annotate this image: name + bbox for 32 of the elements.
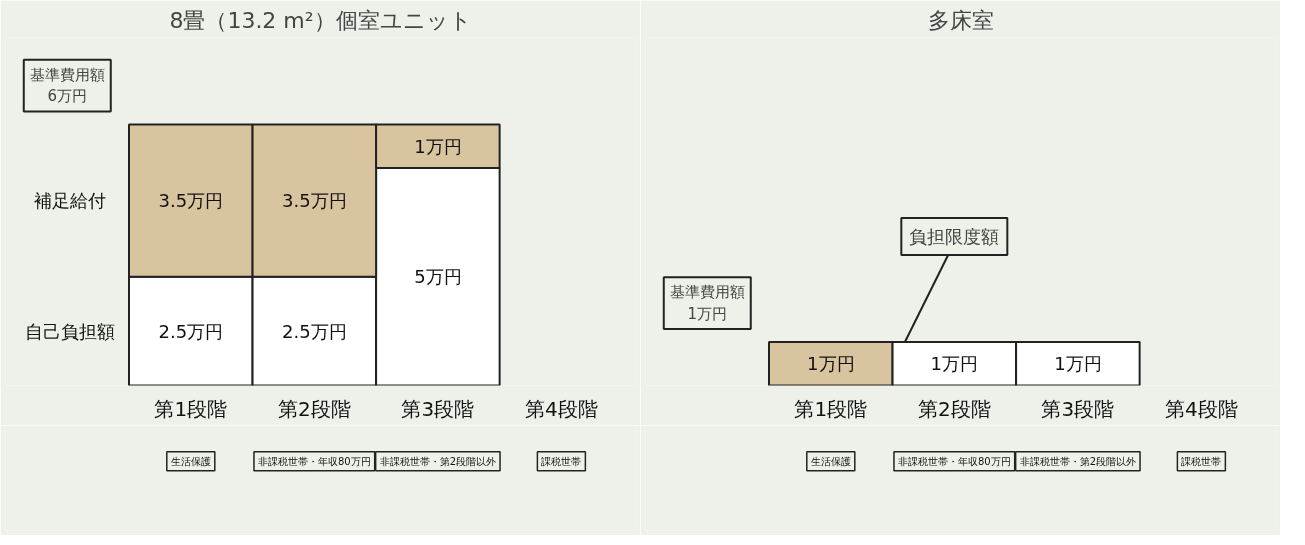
x-tick-label: 第1段階: [794, 396, 868, 421]
data-label: 1万円: [807, 353, 855, 375]
text: 課税世帯: [541, 455, 582, 467]
series-label: 補足給付: [33, 190, 106, 212]
x-tick-label: 第4段階: [525, 396, 598, 421]
text: 生活保護: [170, 455, 211, 467]
text: 課税世帯: [1181, 455, 1222, 467]
data-label: 2.5万円: [282, 320, 347, 342]
data-label: 2.5万円: [158, 320, 224, 342]
text: 基準費用額 1万円: [669, 283, 745, 323]
x-tick-label: 第2段階: [277, 396, 351, 421]
text: 非課税世帯・第2段階以外: [1019, 455, 1137, 467]
text: 非課税世帯・年収80万円: [257, 455, 371, 467]
text: 基準費用額 6万円: [29, 65, 105, 106]
x-tick-label: 第3段階: [401, 396, 475, 421]
data-label: 5万円: [414, 266, 462, 288]
x-tick-label: 第3段階: [1041, 396, 1115, 421]
data-label: 1万円: [930, 353, 979, 375]
chart-title: 多床室: [927, 7, 994, 33]
chart-title: 8畳（13.2 m²）個室ユニット: [169, 7, 472, 33]
data-label: 3.5万円: [282, 190, 347, 212]
data-label: 3.5万円: [158, 190, 224, 212]
text: 非課税世帯・第2段階以外: [379, 455, 497, 467]
x-tick-label: 第4段階: [1165, 396, 1238, 421]
x-tick-label: 第1段階: [154, 396, 228, 421]
x-tick-label: 第2段階: [917, 396, 991, 421]
data-label: 1万円: [1054, 353, 1102, 375]
text: 非課税世帯・年収80万円: [897, 455, 1011, 467]
series-label: 自己負担額: [24, 320, 115, 342]
data-label: 1万円: [414, 135, 462, 157]
annotation: 負担限度額: [909, 226, 1000, 247]
text: 生活保護: [810, 455, 851, 467]
